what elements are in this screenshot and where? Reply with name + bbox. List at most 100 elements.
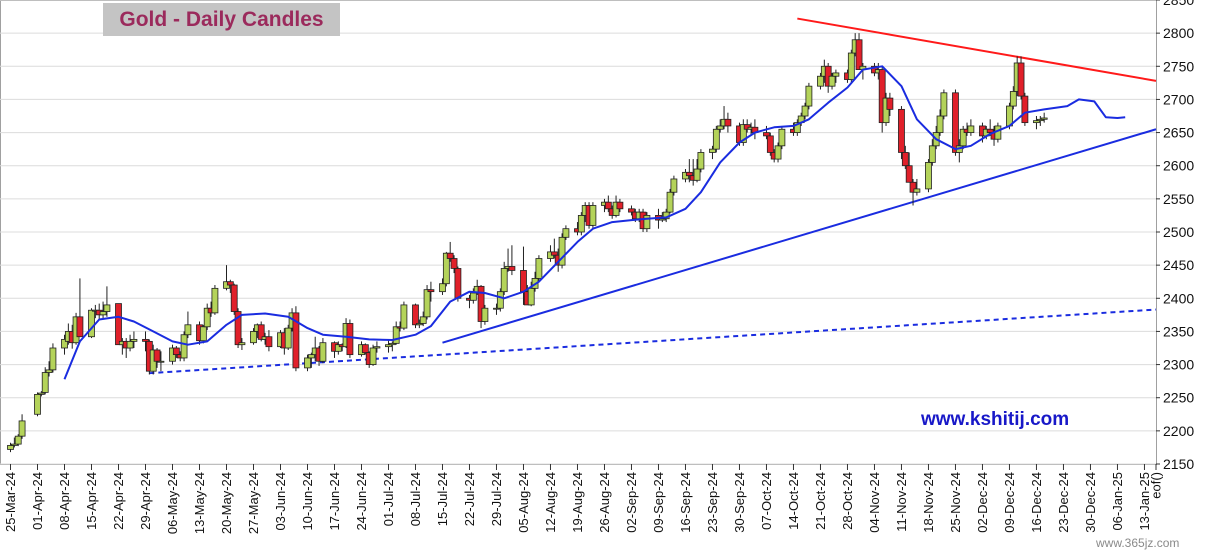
y-tick-label: 2500 bbox=[1163, 224, 1194, 240]
candle-down bbox=[446, 252, 454, 259]
y-tick-label: 2800 bbox=[1163, 25, 1194, 41]
x-tick-label: 02-Sep-24 bbox=[624, 472, 639, 533]
candle-down bbox=[878, 69, 886, 124]
candle-down bbox=[508, 266, 516, 271]
candle-down bbox=[153, 349, 161, 362]
candle-up bbox=[388, 342, 396, 346]
x-tick-label: 02-Dec-24 bbox=[975, 472, 990, 533]
candle-down bbox=[226, 281, 234, 286]
candle-down bbox=[257, 324, 265, 340]
watermark: www.365jz.com bbox=[1096, 536, 1180, 550]
candle-up bbox=[439, 283, 446, 293]
y-tick-label: 2250 bbox=[1163, 390, 1194, 406]
candle-down bbox=[230, 284, 238, 312]
candle-up bbox=[34, 393, 41, 415]
candle-down bbox=[901, 152, 909, 167]
candle-down bbox=[412, 304, 419, 326]
candle-up bbox=[666, 191, 674, 213]
x-tick-label: 21-Oct-24 bbox=[813, 472, 828, 530]
y-tick-label: 2400 bbox=[1163, 290, 1194, 306]
candle-up bbox=[959, 128, 967, 147]
candle-up bbox=[805, 85, 813, 107]
candle-up bbox=[527, 287, 535, 306]
candle-up bbox=[334, 344, 342, 352]
x-tick-label: 23-Sep-24 bbox=[705, 472, 720, 533]
candle-up bbox=[469, 292, 477, 301]
candle-down bbox=[450, 258, 458, 269]
x-tick-label: 01-Jul-24 bbox=[381, 472, 396, 526]
y-tick-label: 2150 bbox=[1163, 456, 1194, 472]
candle-down bbox=[520, 270, 527, 293]
candle-up bbox=[712, 128, 720, 150]
candle-up bbox=[238, 342, 246, 346]
candle-up bbox=[250, 331, 257, 344]
x-tick-label: 03-Jun-24 bbox=[273, 472, 288, 531]
x-tick-label: 11-Nov-24 bbox=[894, 472, 909, 532]
candle-up bbox=[49, 347, 57, 371]
candle-up bbox=[558, 236, 566, 266]
x-tick-label: 25-Mar-24 bbox=[3, 472, 18, 532]
candle-up bbox=[936, 115, 944, 133]
x-tick-label: 16-Sep-24 bbox=[678, 472, 693, 533]
x-tick-label: eof() bbox=[1149, 472, 1164, 499]
candle-up bbox=[419, 316, 427, 324]
candle-up bbox=[697, 152, 705, 170]
candle-up bbox=[1009, 91, 1017, 107]
candle-down bbox=[115, 303, 122, 346]
x-tick-label: 25-Nov-24 bbox=[948, 472, 963, 533]
candle-up bbox=[199, 326, 207, 342]
candle-up bbox=[493, 307, 500, 310]
candle-up bbox=[99, 311, 107, 316]
x-tick-label: 06-May-24 bbox=[165, 472, 180, 534]
x-tick-label: 23-Dec-24 bbox=[1056, 472, 1071, 533]
y-tick-label: 2750 bbox=[1163, 58, 1194, 74]
candle-up bbox=[369, 347, 377, 365]
candle-up bbox=[203, 307, 211, 328]
x-tick-label: 26-Aug-24 bbox=[597, 472, 612, 533]
candle-up bbox=[385, 344, 392, 348]
x-tick-label: 09-Sep-24 bbox=[651, 472, 666, 533]
candle-up bbox=[442, 252, 450, 285]
x-tick-label: 08-Apr-24 bbox=[57, 472, 72, 530]
x-tick-label: 15-Jul-24 bbox=[435, 472, 450, 526]
candle-up bbox=[41, 372, 49, 393]
candle-up bbox=[832, 72, 840, 77]
x-tick-label: 30-Dec-24 bbox=[1083, 472, 1098, 533]
website-label: www.kshitij.com bbox=[921, 409, 1070, 430]
candle-down bbox=[76, 316, 84, 338]
x-tick-label: 10-Jun-24 bbox=[300, 472, 315, 531]
candle-up bbox=[778, 128, 786, 147]
x-tick-label: 04-Nov-24 bbox=[867, 472, 882, 533]
candle-down bbox=[265, 336, 273, 348]
candle-up bbox=[774, 145, 782, 160]
candle-down bbox=[346, 323, 354, 356]
candle-up bbox=[562, 228, 570, 238]
candle-down bbox=[1017, 62, 1025, 97]
candle-up bbox=[7, 445, 14, 450]
candle-down bbox=[905, 165, 913, 183]
candle-down bbox=[724, 118, 732, 127]
y-tick-label: 2200 bbox=[1163, 423, 1194, 439]
candle-down bbox=[361, 344, 369, 354]
candle-up bbox=[211, 287, 219, 314]
x-tick-label: 09-Dec-24 bbox=[1002, 472, 1017, 533]
x-tick-label: 12-Aug-24 bbox=[543, 472, 558, 533]
x-tick-label: 13-May-24 bbox=[192, 472, 207, 534]
candle-up bbox=[130, 338, 138, 342]
x-tick-label: 24-Jun-24 bbox=[354, 472, 369, 531]
candle-down bbox=[909, 181, 917, 193]
moving-average bbox=[63, 65, 1126, 380]
x-tick-label: 14-Oct-24 bbox=[786, 472, 801, 530]
candle-up bbox=[307, 354, 315, 359]
candle-down bbox=[604, 201, 612, 210]
candles bbox=[7, 33, 1048, 453]
y-tick-label: 2850 bbox=[1163, 0, 1194, 8]
candle-up bbox=[103, 304, 111, 312]
x-tick-label: 29-Apr-24 bbox=[138, 472, 153, 530]
x-tick-label: 19-Aug-24 bbox=[570, 472, 585, 533]
candle-down bbox=[427, 289, 435, 293]
candle-up bbox=[392, 326, 400, 344]
candle-up bbox=[14, 435, 22, 445]
candle-down bbox=[616, 201, 624, 210]
support-trendline bbox=[149, 308, 1157, 375]
